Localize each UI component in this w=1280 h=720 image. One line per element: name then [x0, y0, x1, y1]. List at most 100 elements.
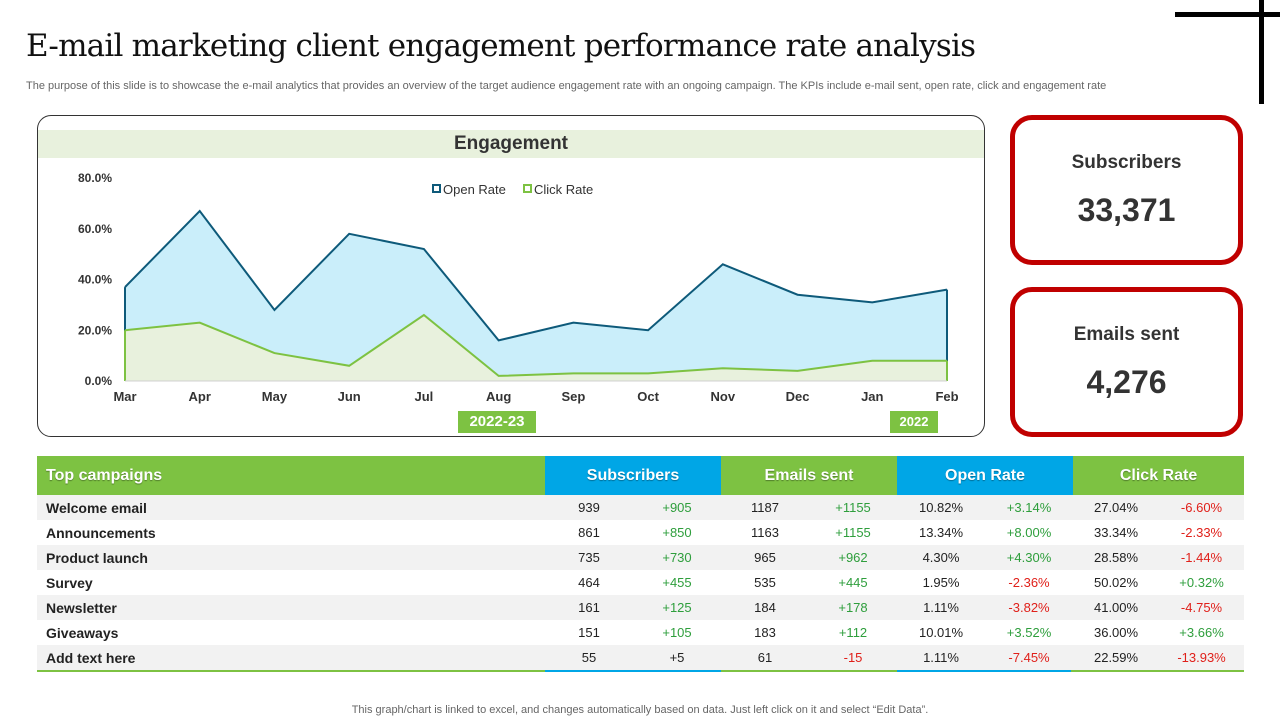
subscribers-kpi-card: Subscribers 33,371: [1010, 115, 1243, 265]
subscribers-change: +5: [669, 650, 685, 665]
emails-sent-value: 183: [754, 625, 776, 640]
open-rate-change: +4.30%: [1006, 550, 1052, 565]
series-line-click-rate: [124, 313, 947, 377]
emails-sent-value: 535: [754, 575, 776, 590]
open-rate-value: 1.11%: [923, 650, 959, 665]
campaign-name: Newsletter: [46, 599, 117, 616]
slide-subtitle: The purpose of this slide is to showcase…: [26, 80, 1107, 92]
y-tick-label: 80.0%: [78, 171, 112, 185]
campaigns-table-wrapper: Top campaigns Subscribers Emails sent Op…: [37, 456, 1245, 672]
period-label-2022: 2022: [890, 411, 938, 433]
table-bottom-border: [37, 670, 1244, 672]
subscribers-value: 861: [578, 525, 600, 540]
subscribers-kpi-value: 33,371: [1077, 192, 1176, 228]
area-fill-click-rate: [125, 315, 947, 381]
emails-sent-kpi-label: Emails sent: [1073, 324, 1180, 345]
subscribers-change: +105: [662, 625, 692, 640]
x-tick-label: Feb: [935, 389, 958, 404]
x-tick-label: Oct: [637, 389, 659, 404]
open-rate-value: 1.11%: [923, 600, 959, 615]
chart-title: Engagement: [38, 130, 984, 158]
emails-sent-change: +1155: [835, 525, 871, 540]
x-tick-label: Jul: [415, 389, 434, 404]
x-tick-label: Dec: [786, 389, 810, 404]
click-rate-change: +0.32%: [1179, 575, 1224, 590]
legend-label-click-rate: Click Rate: [534, 182, 593, 197]
emails-sent-value: 184: [754, 600, 776, 615]
x-tick-label: Sep: [561, 389, 585, 404]
header-open-rate: Open Rate: [897, 456, 1074, 495]
click-rate-value: 28.58%: [1093, 550, 1139, 565]
campaign-name: Announcements: [46, 524, 156, 541]
corner-decoration-horizontal: [1175, 12, 1280, 17]
x-tick-label: Aug: [486, 389, 511, 404]
click-rate-value: 41.00%: [1093, 600, 1139, 615]
x-tick-label: May: [262, 389, 288, 404]
legend-marker-click-rate: [523, 184, 532, 193]
click-rate-value: 33.34%: [1093, 525, 1139, 540]
table-row: Add text here 55 +5 61 -15 1.11% -7.45% 22.59% -…: [37, 645, 1245, 670]
click-rate-value: 27.04%: [1093, 500, 1139, 515]
click-rate-change: -1.44%: [1180, 550, 1223, 565]
table-header-row: Top campaigns Subscribers Emails sent Op…: [37, 456, 1245, 495]
emails-sent-change: +962: [838, 550, 868, 565]
click-rate-change: -2.33%: [1180, 525, 1223, 540]
campaign-name: Survey: [46, 574, 93, 591]
open-rate-change: -7.45%: [1008, 650, 1050, 665]
slide-title: E-mail marketing client engagement perfo…: [26, 28, 976, 64]
x-tick-label: Jun: [338, 389, 361, 404]
open-rate-change: +3.14%: [1006, 500, 1052, 515]
engagement-chart: 0.0% 20.0% 40.0% 60.0% 80.0% Mar Apr May Jun Jul A…: [78, 171, 959, 404]
campaign-name: Giveaways: [46, 624, 119, 641]
click-rate-change: +3.66%: [1179, 625, 1224, 640]
x-tick-label: Jan: [861, 389, 883, 404]
legend-marker-open-rate: [432, 184, 441, 193]
emails-sent-change: -15: [843, 650, 863, 665]
subscribers-value: 151: [578, 625, 600, 640]
subscribers-change: +730: [662, 550, 692, 565]
click-rate-value: 50.02%: [1093, 575, 1139, 590]
open-rate-value: 10.01%: [918, 625, 964, 640]
table-row: Newsletter 161 +125 184 +178 1.11% -3.82% 41.00…: [37, 595, 1245, 620]
subscribers-value: 735: [578, 550, 600, 565]
subscribers-value: 55: [581, 650, 597, 665]
emails-sent-value: 1163: [751, 525, 779, 540]
emails-sent-kpi-value: 4,276: [1086, 364, 1167, 400]
x-tick-label: Mar: [113, 389, 136, 404]
header-emails-sent: Emails sent: [721, 456, 898, 495]
table-row: Announcements 861 +850 1163 +1155 13.34% +8.00…: [37, 520, 1245, 545]
subscribers-change: +850: [662, 525, 692, 540]
engagement-chart-card: Engagement 0.0% 20.0% 40.0% 60.0% 80.0% Mar Ap…: [37, 115, 985, 437]
campaign-name: Product launch: [46, 549, 148, 566]
subscribers-value: 939: [578, 500, 600, 515]
emails-sent-change: +112: [838, 625, 868, 640]
campaign-name: Welcome email: [46, 499, 147, 516]
open-rate-value: 10.82%: [918, 500, 964, 515]
table-row: Giveaways 151 +105 183 +112 10.01% +3.52% 36.00…: [37, 620, 1245, 645]
corner-decoration-vertical: [1259, 0, 1264, 104]
open-rate-change: -3.82%: [1008, 600, 1050, 615]
series-line-open-rate: [124, 209, 948, 342]
x-tick-label: Apr: [189, 389, 211, 404]
table-row: Product launch 735 +730 965 +962 4.30% +4.30% 2…: [37, 545, 1245, 570]
open-rate-change: +8.00%: [1006, 525, 1052, 540]
emails-sent-change: +1155: [835, 500, 871, 515]
subscribers-value: 161: [578, 600, 600, 615]
period-label-2022-23: 2022-23: [458, 411, 536, 433]
y-tick-label: 0.0%: [85, 374, 113, 388]
emails-sent-kpi-card: Emails sent 4,276: [1010, 287, 1243, 437]
y-tick-label: 20.0%: [78, 323, 112, 337]
click-rate-change: -13.93%: [1177, 650, 1226, 665]
table-row: Survey 464 +455 535 +445 1.95% -2.36% 50.02% +0.…: [37, 570, 1245, 595]
header-subscribers: Subscribers: [545, 456, 722, 495]
emails-sent-change: +178: [838, 600, 868, 615]
x-tick-label: Nov: [711, 389, 736, 404]
emails-sent-value: 1187: [751, 500, 779, 515]
emails-sent-value: 61: [757, 650, 773, 665]
y-tick-label: 40.0%: [78, 273, 112, 287]
open-rate-value: 4.30%: [922, 550, 960, 565]
legend-label-open-rate: Open Rate: [443, 182, 506, 197]
click-rate-value: 22.59%: [1093, 650, 1139, 665]
subscribers-change: +455: [662, 575, 692, 590]
subscribers-change: +905: [662, 500, 692, 515]
